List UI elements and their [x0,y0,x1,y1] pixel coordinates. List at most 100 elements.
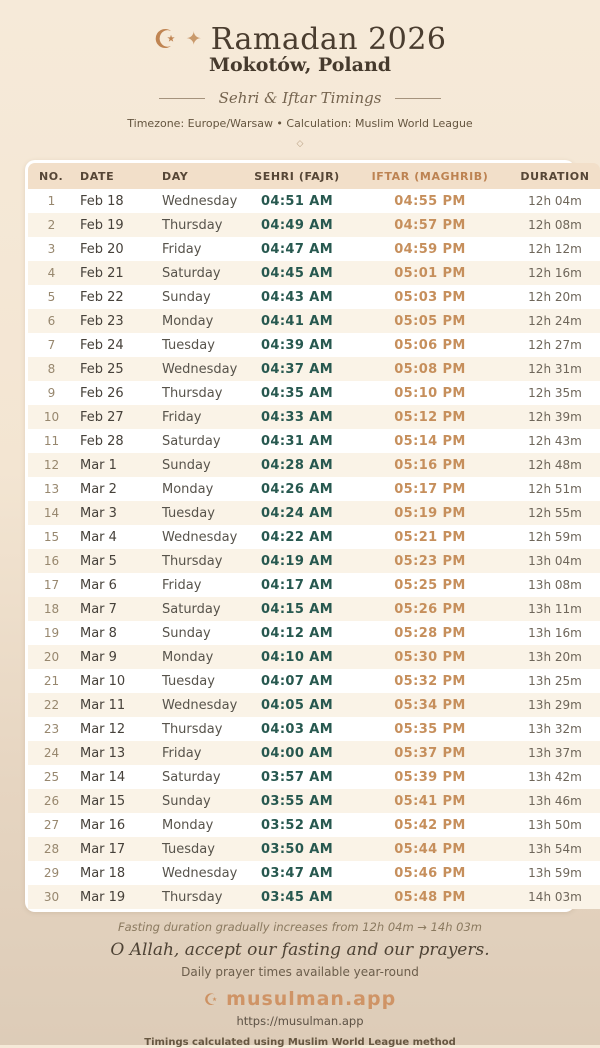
duration-cell: 13h 46m [510,789,600,813]
day-cell: Friday [156,237,244,261]
table-row: 7 Feb 24 Tuesday 04:39 AM 05:06 PM 12h 27m [28,333,600,357]
no-cell: 26 [28,789,75,813]
no-cell: 17 [28,573,75,597]
iftar-cell: 05:05 PM [350,309,510,333]
duration-cell: 13h 42m [510,765,600,789]
sehri-cell: 03:52 AM [244,813,350,837]
date-cell: Mar 12 [75,717,156,741]
date-cell: Feb 20 [75,237,156,261]
duration-cell: 13h 08m [510,573,600,597]
timezone-calculation-meta: Timezone: Europe/Warsaw • Calculation: M… [127,117,473,130]
table-row: 30 Mar 19 Thursday 03:45 AM 05:48 PM 14h 03m [28,885,600,909]
duration-cell: 12h 20m [510,285,600,309]
day-cell: Wednesday [156,861,244,885]
iftar-cell: 05:12 PM [350,405,510,429]
date-cell: Feb 25 [75,357,156,381]
iftar-cell: 05:30 PM [350,645,510,669]
day-cell: Tuesday [156,333,244,357]
iftar-cell: 05:01 PM [350,261,510,285]
website-url-link[interactable]: https://musulman.app [236,1014,364,1028]
iftar-cell: 05:28 PM [350,621,510,645]
no-cell: 20 [28,645,75,669]
day-cell: Saturday [156,597,244,621]
duration-cell: 14h 03m [510,885,600,909]
day-cell: Sunday [156,453,244,477]
day-cell: Saturday [156,261,244,285]
duration-cell: 13h 32m [510,717,600,741]
iftar-cell: 05:08 PM [350,357,510,381]
date-cell: Feb 24 [75,333,156,357]
sehri-cell: 04:37 AM [244,357,350,381]
duration-cell: 13h 50m [510,813,600,837]
iftar-cell: 04:57 PM [350,213,510,237]
day-cell: Sunday [156,285,244,309]
table-row: 20 Mar 9 Monday 04:10 AM 05:30 PM 13h 20m [28,645,600,669]
crescent-moon-icon: ☪ [153,24,177,55]
no-cell: 9 [28,381,75,405]
iftar-cell: 05:25 PM [350,573,510,597]
sehri-cell: 04:12 AM [244,621,350,645]
no-cell: 4 [28,261,75,285]
day-cell: Monday [156,309,244,333]
no-cell: 21 [28,669,75,693]
table-row: 17 Mar 6 Friday 04:17 AM 05:25 PM 13h 08m [28,573,600,597]
iftar-cell: 05:10 PM [350,381,510,405]
sehri-cell: 03:55 AM [244,789,350,813]
sehri-cell: 04:41 AM [244,309,350,333]
no-cell: 3 [28,237,75,261]
brand-link[interactable]: musulman.app [226,988,397,1010]
sehri-cell: 04:39 AM [244,333,350,357]
table-row: 19 Mar 8 Sunday 04:12 AM 05:28 PM 13h 16m [28,621,600,645]
table-row: 23 Mar 12 Thursday 04:03 AM 05:35 PM 13h 32m [28,717,600,741]
iftar-cell: 05:16 PM [350,453,510,477]
iftar-cell: 04:59 PM [350,237,510,261]
brand-line: ☪ musulman.app [0,988,600,1010]
day-cell: Wednesday [156,189,244,213]
divider-rule-right [395,97,442,99]
date-cell: Feb 23 [75,309,156,333]
date-cell: Mar 2 [75,477,156,501]
date-cell: Feb 18 [75,189,156,213]
sehri-cell: 04:26 AM [244,477,350,501]
sehri-cell: 04:15 AM [244,597,350,621]
sehri-cell: 04:47 AM [244,237,350,261]
day-cell: Friday [156,573,244,597]
timings-table: NO. DATE DAY SEHRI (FAJR) IFTAR (MAGHRIB… [28,163,600,909]
brand-crescent-icon: ☪ [203,989,219,1009]
iftar-cell: 05:48 PM [350,885,510,909]
duration-cell: 13h 54m [510,837,600,861]
subtitle: Sehri & Iftar Timings [218,89,382,107]
duration-cell: 12h 27m [510,333,600,357]
divider-rule-left [158,97,205,99]
iftar-cell: 05:32 PM [350,669,510,693]
table-row: 6 Feb 23 Monday 04:41 AM 05:05 PM 12h 24m [28,309,600,333]
page-title: Ramadan 2026 [210,22,447,57]
sehri-cell: 04:49 AM [244,213,350,237]
date-cell: Mar 8 [75,621,156,645]
date-cell: Feb 28 [75,429,156,453]
iftar-cell: 05:46 PM [350,861,510,885]
table-row: 5 Feb 22 Sunday 04:43 AM 05:03 PM 12h 20m [28,285,600,309]
no-cell: 6 [28,309,75,333]
date-cell: Feb 21 [75,261,156,285]
no-cell: 12 [28,453,75,477]
no-cell: 1 [28,189,75,213]
table-row: 2 Feb 19 Thursday 04:49 AM 04:57 PM 12h 08m [28,213,600,237]
duration-cell: 13h 04m [510,549,600,573]
no-cell: 8 [28,357,75,381]
iftar-cell: 05:42 PM [350,813,510,837]
no-cell: 18 [28,597,75,621]
table-row: 29 Mar 18 Wednesday 03:47 AM 05:46 PM 13h 59m [28,861,600,885]
sehri-cell: 04:07 AM [244,669,350,693]
duration-cell: 12h 48m [510,453,600,477]
day-cell: Sunday [156,789,244,813]
no-cell: 29 [28,861,75,885]
sehri-cell: 04:33 AM [244,405,350,429]
no-cell: 24 [28,741,75,765]
table-row: 4 Feb 21 Saturday 04:45 AM 05:01 PM 12h 16m [28,261,600,285]
day-cell: Wednesday [156,693,244,717]
day-cell: Saturday [156,429,244,453]
table-row: 3 Feb 20 Friday 04:47 AM 04:59 PM 12h 12m [28,237,600,261]
iftar-cell: 05:17 PM [350,477,510,501]
date-cell: Mar 7 [75,597,156,621]
